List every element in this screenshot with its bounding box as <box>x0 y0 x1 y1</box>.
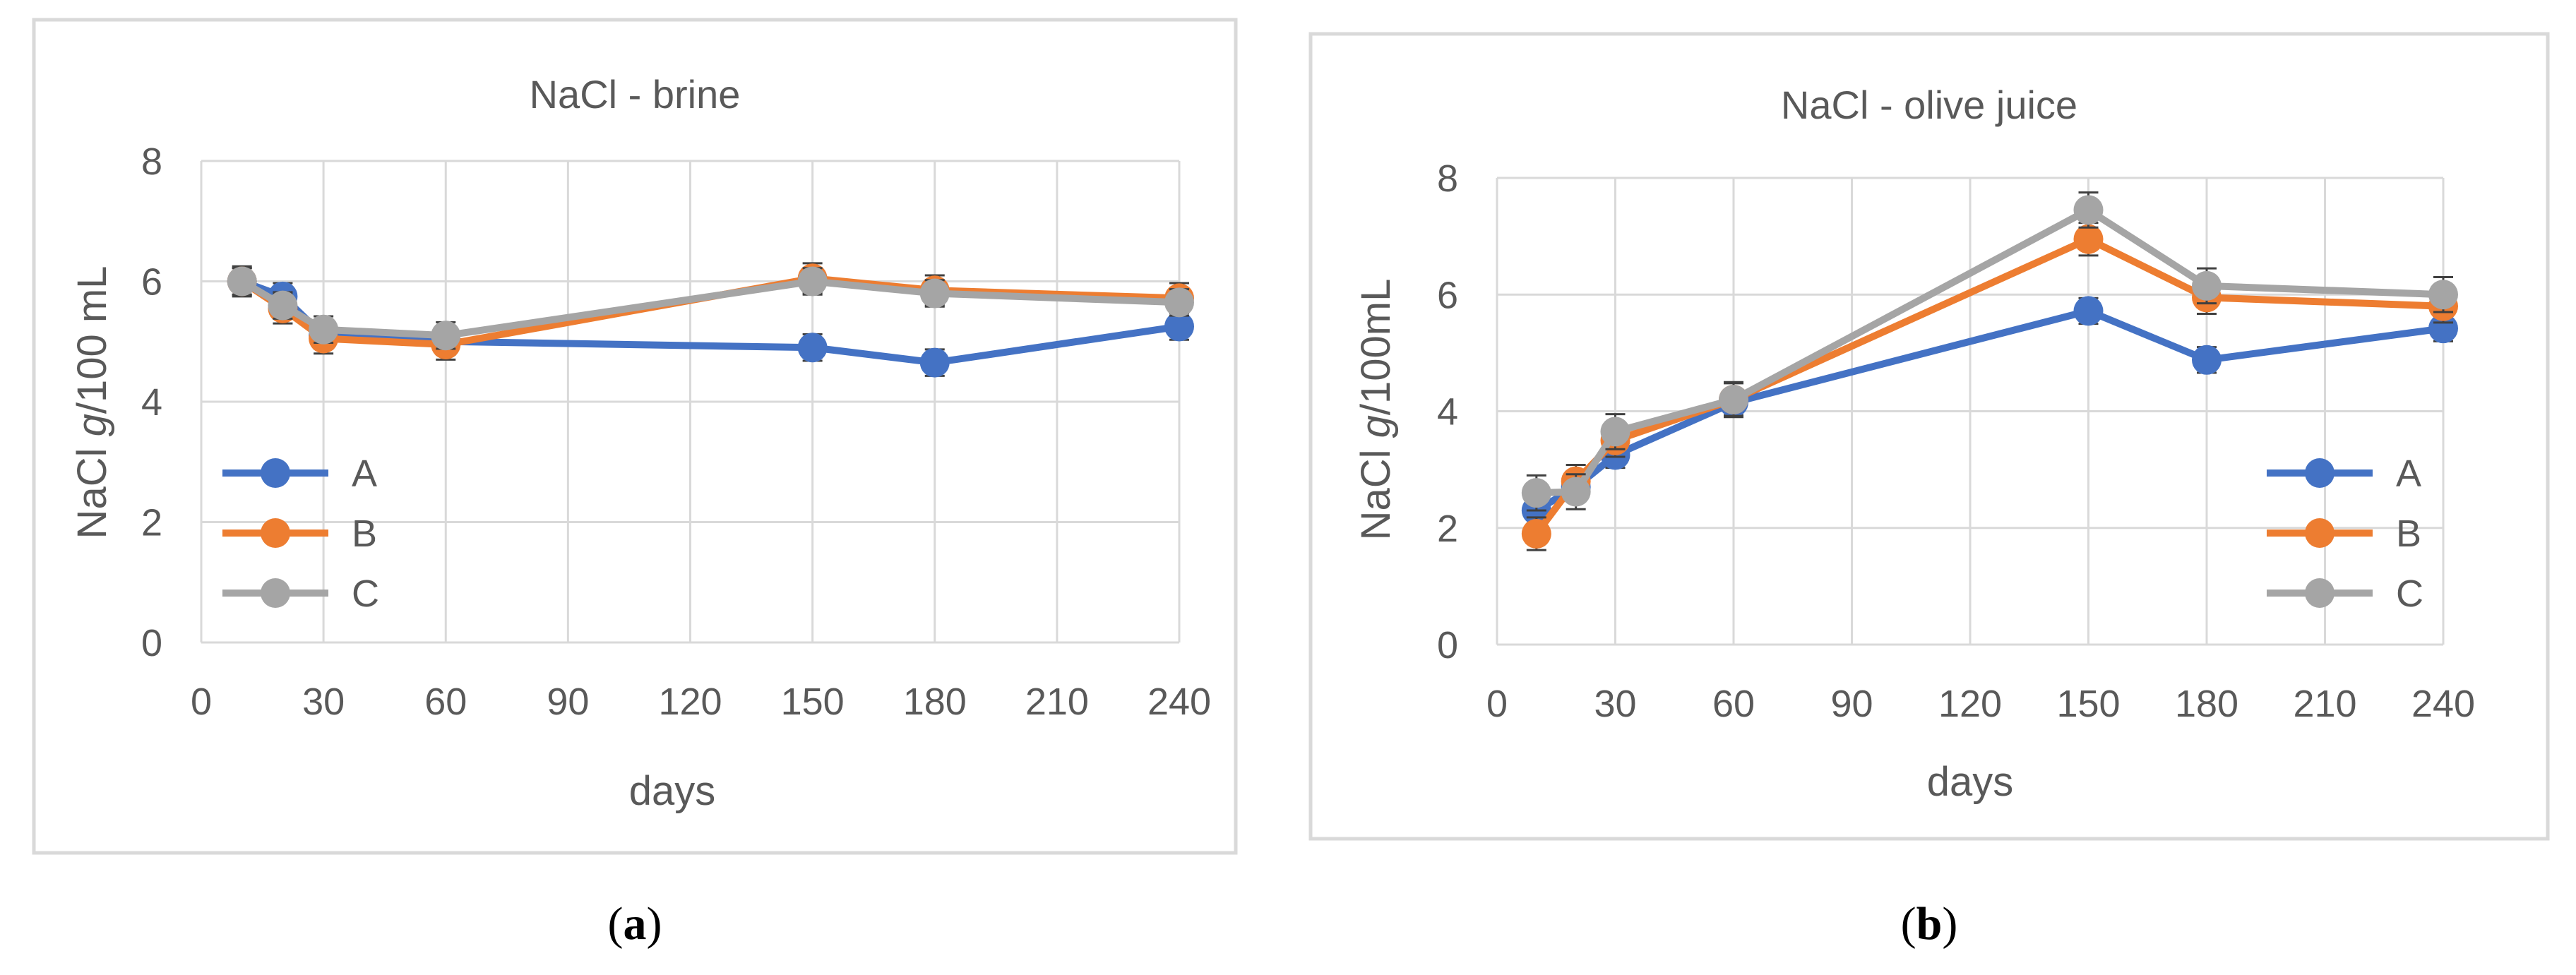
chart-b-ylabel-unit: g <box>1353 415 1399 438</box>
chart-b-xtick-0: 0 <box>1486 683 1508 725</box>
chart-b-ytick-4: 8 <box>1437 157 1458 200</box>
chart-b-xtick-5: 150 <box>2056 683 2120 725</box>
caption-a-open: ( <box>608 898 624 950</box>
chart-b-series-C-point-5 <box>2192 270 2222 301</box>
chart-a-xtick-8: 240 <box>1147 681 1211 723</box>
chart-a-legend-A-marker <box>261 458 290 488</box>
chart-b-plot: 0 2 4 6 8 0 30 60 90 120 150 180 210 240 ABC <box>1437 157 2475 725</box>
chart-a-ylabel-unit: g <box>69 414 115 436</box>
chart-b-series-C-point-4 <box>2073 195 2104 225</box>
chart-a-xlabel: days <box>629 768 716 814</box>
chart-a-xtick-3: 90 <box>547 681 589 723</box>
chart-b-series-C-point-0 <box>1521 478 1551 508</box>
chart-a-ytick-2: 4 <box>141 381 162 424</box>
chart-b-ytick-3: 6 <box>1437 274 1458 316</box>
chart-a-series-C-point-1 <box>268 290 298 321</box>
chart-a-series-A-point-5 <box>919 347 950 378</box>
chart-a-ylabel-prefix: NaCl <box>69 436 115 539</box>
chart-b-xtick-8: 240 <box>2411 683 2475 725</box>
chart-b-series-C-point-2 <box>1600 417 1630 447</box>
chart-a-ytick-3: 6 <box>141 261 162 304</box>
chart-a-ylabel: NaCl g/100 mL <box>69 266 115 539</box>
chart-b-series-C-point-6 <box>2428 280 2458 310</box>
chart-a-title: NaCl - brine <box>530 72 741 116</box>
caption-b-close: ) <box>1942 898 1957 950</box>
caption-a-letter: a <box>624 898 647 950</box>
chart-b-xtick-1: 30 <box>1594 683 1636 725</box>
chart-b-legend-B-marker <box>2305 518 2334 548</box>
chart-b-xtick-4: 120 <box>1938 683 2002 725</box>
chart-b-series-A-point-4 <box>2073 296 2104 326</box>
caption-b-open: ( <box>1901 898 1916 950</box>
chart-a-xtick-1: 30 <box>302 681 345 723</box>
chart-a-border <box>32 18 1238 855</box>
chart-a-series-C-point-4 <box>797 266 828 297</box>
chart-a-legend-B-label: B <box>352 513 377 555</box>
chart-b-xlabel: days <box>1927 759 2014 805</box>
chart-b-ylabel-suffix: /100mL <box>1353 279 1399 415</box>
chart-a-ytick-1: 2 <box>141 502 162 544</box>
chart-b-xtick-3: 90 <box>1830 683 1873 725</box>
chart-a-series-C-point-0 <box>227 266 257 297</box>
chart-b-ytick-0: 0 <box>1437 624 1458 666</box>
chart-a-series-C-point-2 <box>309 314 339 345</box>
chart-b-legend-C-marker <box>2305 578 2334 608</box>
chart-b-ytick-1: 2 <box>1437 508 1458 550</box>
chart-b-border <box>1308 32 2550 841</box>
chart-a-ytick-0: 0 <box>141 622 162 664</box>
chart-b-legend-B-label: B <box>2396 513 2421 555</box>
chart-a-xtick-5: 150 <box>781 681 845 723</box>
chart-b-ytick-2: 4 <box>1437 391 1458 433</box>
chart-b-legend-A-marker <box>2305 458 2334 488</box>
chart-a-legend-C-label: C <box>352 573 379 615</box>
chart-b-xtick-6: 180 <box>2175 683 2238 725</box>
chart-a-series-C-point-5 <box>919 278 950 309</box>
chart-a-legend-C-marker <box>261 578 290 608</box>
chart-b-series-A-point-5 <box>2192 345 2222 375</box>
chart-b-ylabel-prefix: NaCl <box>1353 438 1399 540</box>
chart-a-series-A-point-6 <box>1164 311 1194 342</box>
chart-a-xtick-2: 60 <box>424 681 467 723</box>
chart-a-series-C-point-6 <box>1164 287 1194 318</box>
chart-a-plot: 0 2 4 6 8 0 30 60 90 120 150 180 210 240 ABC <box>141 140 1211 723</box>
chart-a-xtick-4: 120 <box>658 681 722 723</box>
chart-b-series-B-point-0 <box>1521 519 1551 549</box>
chart-b-title: NaCl - olive juice <box>1781 83 2077 127</box>
chart-b-xtick-2: 60 <box>1712 683 1755 725</box>
chart-a-legend-B-marker <box>261 518 290 548</box>
chart-a-series-C-point-3 <box>431 321 461 351</box>
chart-a-xtick-6: 180 <box>903 681 967 723</box>
chart-b-xtick-7: 210 <box>2293 683 2356 725</box>
caption-b-letter: b <box>1916 898 1943 950</box>
chart-a: NaCl - brine 0 2 4 6 8 0 30 60 90 120 150 180 210 240… <box>32 18 1238 855</box>
chart-b-legend-C-label: C <box>2396 573 2423 615</box>
caption-a: (a) <box>608 898 662 950</box>
caption-b: (b) <box>1901 898 1958 950</box>
chart-b-series-B-point-4 <box>2073 224 2104 254</box>
chart-a-legend-A-label: A <box>352 453 377 495</box>
chart-b-series-A-point-6 <box>2428 313 2458 344</box>
chart-b-legend-A-label: A <box>2396 453 2421 495</box>
chart-b: NaCl - olive juice 0 2 4 6 8 0 30 60 90 120 150 180… <box>1308 32 2550 841</box>
chart-b-series-C-point-1 <box>1561 477 1591 507</box>
caption-a-close: ) <box>647 898 662 950</box>
chart-b-series-C-point-3 <box>1719 384 1748 414</box>
chart-a-xtick-0: 0 <box>191 681 212 723</box>
chart-b-ylabel: NaCl g/100mL <box>1353 279 1399 541</box>
chart-a-series-A-point-4 <box>797 333 828 363</box>
chart-a-ylabel-suffix: /100 mL <box>69 266 115 414</box>
chart-a-xtick-7: 210 <box>1025 681 1089 723</box>
chart-a-ytick-4: 8 <box>141 140 162 183</box>
